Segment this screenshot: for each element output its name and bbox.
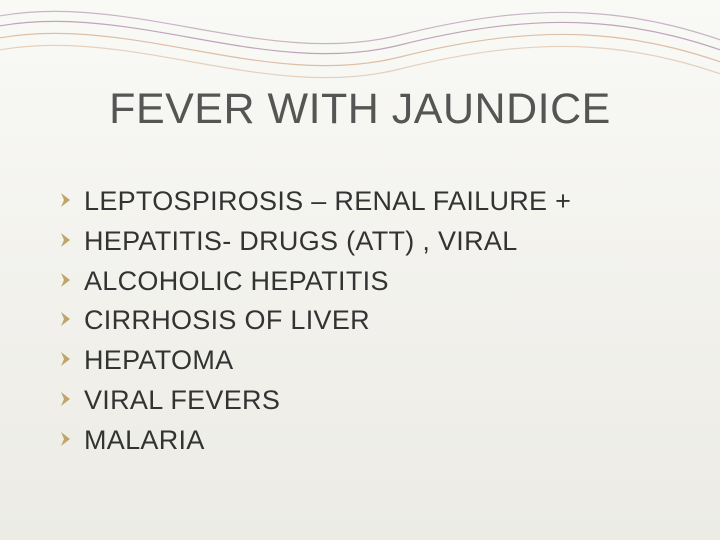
list-item-text: CIRRHOSIS OF LIVER xyxy=(84,304,370,338)
list-item-text: HEPATOMA xyxy=(84,344,233,378)
list-item: LEPTOSPIROSIS – RENAL FAILURE + xyxy=(58,185,680,219)
chevron-right-icon xyxy=(58,350,76,368)
list-item: VIRAL FEVERS xyxy=(58,384,680,418)
chevron-right-icon xyxy=(58,271,76,289)
list-item-text: MALARIA xyxy=(84,424,205,458)
chevron-right-icon xyxy=(58,390,76,408)
list-item-text: ALCOHOLIC HEPATITIS xyxy=(84,265,389,299)
chevron-right-icon xyxy=(58,231,76,249)
list-item: HEPATOMA xyxy=(58,344,680,378)
list-item: CIRRHOSIS OF LIVER xyxy=(58,304,680,338)
list-item: MALARIA xyxy=(58,424,680,458)
list-item: ALCOHOLIC HEPATITIS xyxy=(58,265,680,299)
chevron-right-icon xyxy=(58,191,76,209)
slide-title: FEVER WITH JAUNDICE xyxy=(0,85,720,134)
list-item-text: HEPATITIS- DRUGS (ATT) , VIRAL xyxy=(84,225,518,259)
list-item-text: VIRAL FEVERS xyxy=(84,384,280,418)
slide: FEVER WITH JAUNDICE LEPTOSPIROSIS – RENA… xyxy=(0,0,720,540)
list-item: HEPATITIS- DRUGS (ATT) , VIRAL xyxy=(58,225,680,259)
list-item-text: LEPTOSPIROSIS – RENAL FAILURE + xyxy=(84,185,571,219)
chevron-right-icon xyxy=(58,310,76,328)
bullet-list: LEPTOSPIROSIS – RENAL FAILURE + HEPATITIS… xyxy=(58,185,680,463)
chevron-right-icon xyxy=(58,430,76,448)
